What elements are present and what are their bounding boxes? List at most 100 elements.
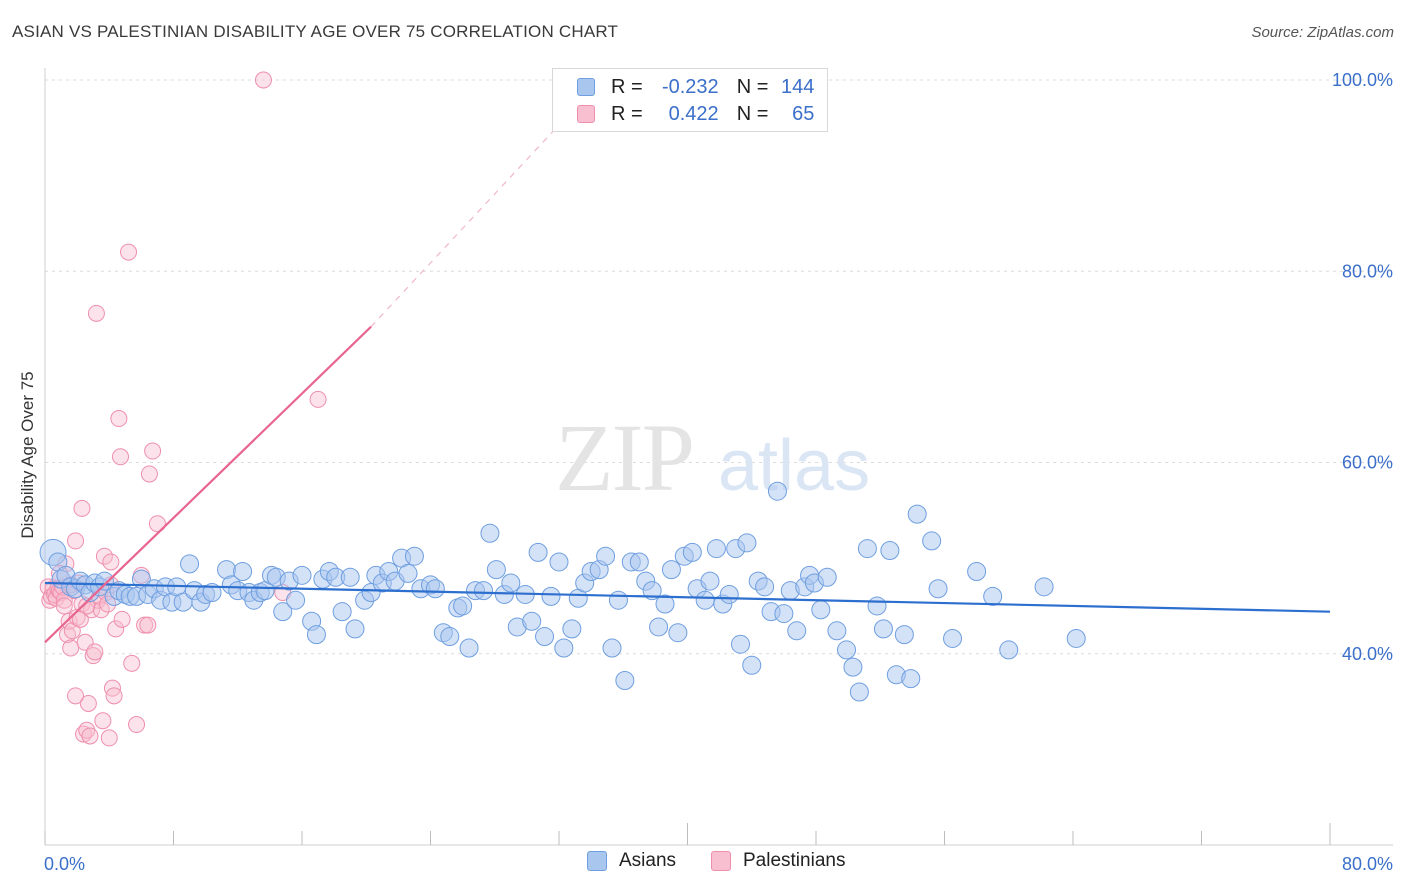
palestinian-point <box>86 643 104 661</box>
bottom-legend: Asians Palestinians <box>0 850 1406 878</box>
asian-point <box>857 539 877 559</box>
palestinian-point <box>92 601 110 619</box>
palestinian-point <box>148 515 166 533</box>
legend-r-value-palestinians: 0.422 <box>668 102 719 125</box>
asian-point <box>827 621 847 641</box>
trend-lines <box>44 124 1331 644</box>
palestinian-point <box>120 243 138 261</box>
asian-point <box>811 600 831 620</box>
y-tick-label: 100.0% <box>1332 70 1393 90</box>
asian-point <box>922 531 942 551</box>
legend-row-palestinians: R = 0.422 N = 65 <box>553 100 814 128</box>
y-tick-label: 60.0% <box>1342 453 1393 473</box>
watermark-atlas: atlas <box>718 426 870 506</box>
palestinian-point <box>78 721 96 739</box>
asian-point <box>528 542 548 562</box>
bottom-legend-swatch-asians <box>587 851 607 871</box>
asian-point <box>480 523 500 543</box>
asians-trend-line <box>44 581 1331 613</box>
palestinian-point <box>100 729 118 747</box>
palestinian-point <box>62 639 80 657</box>
chart-title: ASIAN VS PALESTINIAN DISABILITY AGE OVER… <box>12 22 619 41</box>
asian-point <box>474 581 494 601</box>
palestinian-point <box>123 654 141 672</box>
palestinian-point <box>107 620 125 638</box>
legend-swatch-palestinians <box>577 105 595 123</box>
asian-point <box>486 560 506 580</box>
asian-point <box>273 602 293 622</box>
palestinian-point <box>81 727 99 745</box>
asian-point <box>655 594 675 614</box>
palestinian-point <box>102 553 120 571</box>
bottom-legend-swatch-palestinians <box>711 851 731 871</box>
asian-point <box>843 657 863 677</box>
asian-point <box>459 638 479 658</box>
asian-point <box>535 627 555 647</box>
source-label: Source: ZipAtlas.com <box>1251 24 1394 41</box>
bottom-legend-asians: Asians <box>587 850 676 872</box>
legend: R = -0.232 N = 144 R = 0.422 N = 65 <box>552 68 828 132</box>
palestinian-point <box>254 71 272 89</box>
asian-point <box>522 611 542 631</box>
asian-point <box>682 542 702 562</box>
palestinian-point <box>67 532 85 550</box>
bottom-legend-palestinians: Palestinians <box>711 850 845 872</box>
asian-point <box>642 581 662 601</box>
asian-point <box>554 638 574 658</box>
legend-r-value-asians: -0.232 <box>661 75 719 98</box>
asian-point <box>629 552 649 572</box>
asian-point <box>767 481 787 501</box>
watermark: ZIP atlas <box>555 404 870 511</box>
asians-series <box>39 481 1086 702</box>
asian-point <box>731 634 751 654</box>
asian-point <box>541 586 561 606</box>
asian-point <box>440 627 460 647</box>
y-tick-label: 40.0% <box>1342 644 1393 664</box>
asian-point <box>737 533 757 553</box>
asian-point <box>286 590 306 610</box>
asian-point <box>967 562 987 582</box>
legend-row-asians: R = -0.232 N = 144 <box>553 73 814 101</box>
legend-r-label: R = <box>611 75 643 98</box>
asian-point <box>742 655 762 675</box>
y-tick-label: 80.0% <box>1342 261 1393 281</box>
palestinian-point <box>95 547 113 565</box>
asian-point <box>398 563 418 583</box>
asian-point <box>1034 577 1054 597</box>
asian-point <box>202 583 222 603</box>
asian-point <box>787 621 807 641</box>
asian-point <box>928 579 948 599</box>
asian-point <box>817 567 837 587</box>
asian-point <box>849 682 869 702</box>
palestinians-series <box>39 71 327 747</box>
palestinian-point <box>105 687 123 705</box>
bottom-legend-label-asians: Asians <box>619 850 677 871</box>
asian-point <box>880 540 900 560</box>
palestinian-point <box>113 610 131 628</box>
palestinian-point <box>79 694 97 712</box>
asian-point <box>706 539 726 559</box>
palestinians-trend-extension <box>370 124 560 328</box>
asian-point <box>907 504 927 524</box>
asian-point <box>719 584 739 604</box>
asian-point <box>901 669 921 689</box>
asian-point <box>983 586 1003 606</box>
asian-point <box>602 638 622 658</box>
palestinian-point <box>140 465 158 483</box>
palestinian-point <box>87 304 105 322</box>
palestinian-point <box>144 442 162 460</box>
x-tick-label: 80.0% <box>1342 854 1393 874</box>
asian-point <box>340 567 360 587</box>
palestinian-point <box>55 597 73 615</box>
asian-point <box>668 623 688 643</box>
y-axis-label: Disability Age Over 75 <box>18 371 37 538</box>
asian-point <box>700 571 720 591</box>
axes <box>44 68 1393 846</box>
asian-point <box>562 619 582 639</box>
asian-point <box>453 596 473 616</box>
asian-point <box>867 596 887 616</box>
palestinian-point <box>139 616 157 634</box>
legend-n-value-asians: 144 <box>781 75 815 98</box>
palestinian-point <box>94 712 112 730</box>
palestinian-point <box>73 499 91 517</box>
